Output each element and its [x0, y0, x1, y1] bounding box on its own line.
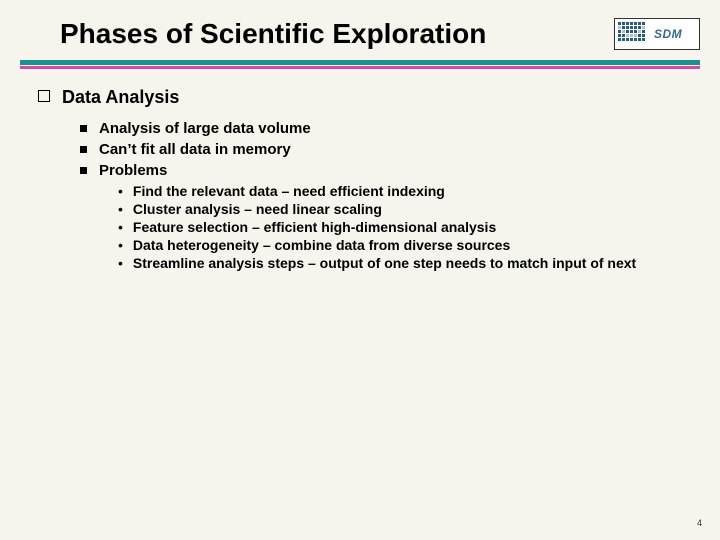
l1-text: Data Analysis [62, 87, 179, 108]
sdm-logo: SDM [614, 18, 700, 50]
logo-text: SDM [654, 27, 682, 41]
bullet-level-3: • Cluster analysis – need linear scaling [118, 201, 690, 217]
dot-bullet-icon: • [118, 219, 123, 235]
hollow-square-icon [38, 90, 50, 102]
bullet-level-3: • Data heterogeneity – combine data from… [118, 237, 690, 253]
l2-text: Problems [99, 162, 167, 179]
rule-teal [20, 60, 700, 65]
filled-square-icon [80, 146, 87, 153]
filled-square-icon [80, 125, 87, 132]
level-3-list: • Find the relevant data – need efficien… [118, 183, 690, 271]
bullet-level-2: Can’t fit all data in memory [80, 141, 690, 158]
filled-square-icon [80, 167, 87, 174]
dot-bullet-icon: • [118, 237, 123, 253]
slide-content: Data Analysis Analysis of large data vol… [0, 69, 720, 271]
dot-bullet-icon: • [118, 183, 123, 199]
bullet-level-1: Data Analysis [38, 87, 690, 108]
l2-text: Analysis of large data volume [99, 120, 311, 137]
slide-header: Phases of Scientific Exploration SDM [0, 0, 720, 50]
l2-text: Can’t fit all data in memory [99, 141, 291, 158]
page-number: 4 [697, 518, 702, 528]
l3-text: Feature selection – efficient high-dimen… [133, 219, 496, 235]
dot-bullet-icon: • [118, 255, 123, 271]
logo-grid-icon [618, 22, 650, 46]
bullet-level-3: • Feature selection – efficient high-dim… [118, 219, 690, 235]
l3-text: Data heterogeneity – combine data from d… [133, 237, 510, 253]
l3-text: Find the relevant data – need efficient … [133, 183, 445, 199]
dot-bullet-icon: • [118, 201, 123, 217]
header-rule [20, 60, 700, 69]
bullet-level-2: Analysis of large data volume [80, 120, 690, 137]
slide-title: Phases of Scientific Exploration [60, 18, 486, 50]
level-2-list: Analysis of large data volume Can’t fit … [80, 120, 690, 179]
l3-text: Streamline analysis steps – output of on… [133, 255, 636, 271]
bullet-level-3: • Streamline analysis steps – output of … [118, 255, 690, 271]
bullet-level-3: • Find the relevant data – need efficien… [118, 183, 690, 199]
l3-text: Cluster analysis – need linear scaling [133, 201, 382, 217]
bullet-level-2: Problems [80, 162, 690, 179]
